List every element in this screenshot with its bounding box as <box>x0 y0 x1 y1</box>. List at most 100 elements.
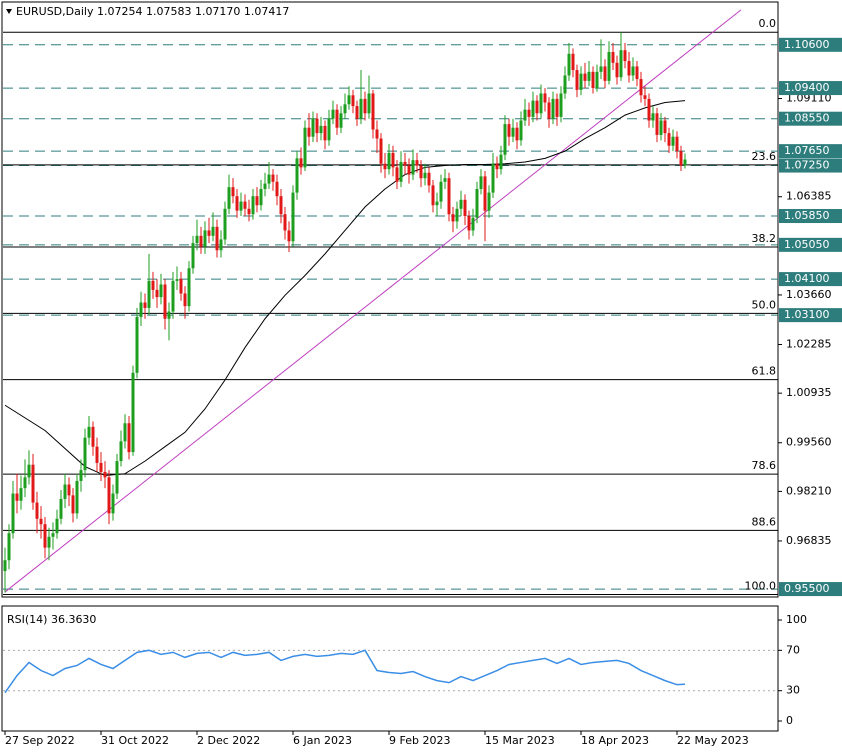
candle-body <box>75 480 79 514</box>
candle-body <box>415 160 419 166</box>
candle-body <box>507 124 511 137</box>
candle-body <box>479 176 483 189</box>
candle-body <box>635 66 639 80</box>
candle-body <box>575 70 579 90</box>
candle-body <box>591 71 595 89</box>
candle-body <box>235 196 239 211</box>
candle-body <box>679 151 683 166</box>
candle-body <box>267 174 271 184</box>
candle-body <box>203 230 207 247</box>
level-label: 1.10600 <box>784 38 830 51</box>
level-box <box>779 158 842 173</box>
candle-body <box>663 120 667 134</box>
candle-body <box>155 289 159 298</box>
level-label: 1.07650 <box>784 144 830 157</box>
candle-body <box>339 113 343 128</box>
candle-body <box>651 113 655 121</box>
candle-body <box>323 125 327 141</box>
candle-body <box>615 62 619 78</box>
level-box <box>779 308 842 323</box>
candle-body <box>531 100 535 117</box>
candle-body <box>447 178 451 215</box>
candle-body <box>331 109 335 119</box>
candle-body <box>291 192 295 242</box>
candle-body <box>251 196 255 215</box>
level-label: 0.95500 <box>784 582 830 595</box>
candle-body <box>255 196 259 206</box>
x-tick-label: 2 Dec 2022 <box>197 734 260 747</box>
rsi-tick-label: 100 <box>786 613 807 626</box>
x-tick-label: 15 Mar 2023 <box>485 734 555 747</box>
level-box <box>779 582 842 597</box>
x-tick-label: 6 Jan 2023 <box>293 734 352 747</box>
candle-body <box>55 518 59 534</box>
candle-body <box>351 95 355 107</box>
candle-body <box>439 181 443 202</box>
candle-body <box>623 50 627 62</box>
chart-title: EURUSD,Daily 1.07254 1.07583 1.07170 1.0… <box>16 5 289 18</box>
candle-body <box>171 280 175 312</box>
rsi-line <box>4 649 686 694</box>
candle-body <box>231 187 235 197</box>
candle-body <box>71 495 75 514</box>
rsi-tick-label: 30 <box>786 684 800 697</box>
menu-triangle <box>6 9 12 14</box>
candle-body <box>59 498 63 519</box>
candle-body <box>127 423 131 453</box>
candle-body <box>227 187 231 209</box>
candle-body <box>131 372 135 453</box>
candle-body <box>627 61 631 76</box>
candle-body <box>543 93 547 103</box>
fib-label: 78.6 <box>752 459 777 472</box>
candle-body <box>587 71 591 81</box>
candle-body <box>511 127 515 137</box>
x-tick-label: 9 Feb 2023 <box>389 734 450 747</box>
price-pane <box>1 1 779 598</box>
y-tick-label: 1.03660 <box>786 288 832 301</box>
candle-body <box>499 154 503 170</box>
level-label: 1.03100 <box>784 308 830 321</box>
candle-body <box>451 214 455 222</box>
candle-body <box>79 470 83 481</box>
fib-label: 38.2 <box>752 232 777 245</box>
candle-body <box>243 201 247 209</box>
candle-body <box>175 279 179 281</box>
candle-body <box>431 185 435 206</box>
candle-body <box>335 109 339 128</box>
y-tick-label: 1.02285 <box>786 338 832 351</box>
candle-body <box>367 93 371 114</box>
x-tick-label: 31 Oct 2022 <box>101 734 169 747</box>
candle-body <box>547 102 551 119</box>
candle-body <box>139 302 143 317</box>
level-box <box>779 111 842 126</box>
candle-body <box>83 437 87 471</box>
candle-body <box>307 127 311 137</box>
candle-body <box>647 98 651 121</box>
candle-body <box>211 226 215 236</box>
candle-body <box>371 93 375 130</box>
candle-body <box>263 183 267 189</box>
price-plot <box>3 9 778 595</box>
candle-body <box>123 423 127 442</box>
candle-body <box>579 73 583 90</box>
candle-body <box>299 158 303 168</box>
candle-body <box>143 302 147 308</box>
candle-body <box>115 461 119 494</box>
candle-body <box>315 118 319 134</box>
candle-body <box>631 66 635 76</box>
candle-body <box>239 201 243 211</box>
candle-body <box>379 138 383 164</box>
candle-body <box>247 208 251 215</box>
candle-body <box>527 109 531 117</box>
level-box <box>779 37 842 52</box>
candle-body <box>119 441 123 462</box>
candle-body <box>535 100 539 114</box>
candle-body <box>523 109 527 121</box>
candle-body <box>19 488 23 501</box>
x-tick-label: 27 Sep 2022 <box>5 734 75 747</box>
candle-body <box>63 484 67 499</box>
candle-body <box>355 106 359 119</box>
candle-body <box>455 208 459 222</box>
candle-body <box>147 280 151 308</box>
